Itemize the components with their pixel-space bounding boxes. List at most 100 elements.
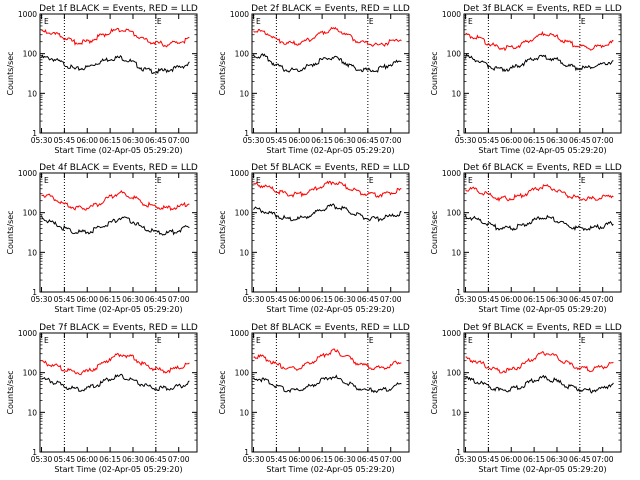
panel9-x-tick-label: 06:00 [500, 455, 522, 464]
panel8-x-tick-label: 06:45 [357, 455, 379, 464]
panel4-plot-frame [39, 172, 198, 293]
panel6-y-tick-label: 1000 [442, 169, 461, 178]
panel3-x-axis-label: Start Time (02-Apr-05 05:29:20) [478, 146, 606, 155]
panel5-y-tick-label: 10 [239, 248, 249, 257]
panel1-x-axis-label: Start Time (02-Apr-05 05:29:20) [54, 146, 182, 155]
panel6-x-tick-label: 06:15 [523, 295, 545, 304]
panel9-event-marker-label: E [468, 336, 473, 345]
panel1-x-tick-label: 05:45 [54, 136, 76, 145]
panel6-title: Det 6f BLACK = Events, RED = LLD [463, 163, 622, 173]
panel5-y-tick-label: 100 [235, 209, 250, 218]
panel5-plot-frame [251, 172, 410, 293]
panel2-y-tick-label: 100 [235, 50, 250, 59]
panel5-x-tick-label: 05:45 [266, 295, 288, 304]
panel8-plot-frame [251, 332, 410, 453]
panel1-y-axis-label: Counts/sec [6, 51, 15, 95]
panel8-x-tick-label: 07:00 [380, 455, 402, 464]
panel5-x-tick-label: 06:15 [311, 295, 333, 304]
panel7-title: Det 7f BLACK = Events, RED = LLD [39, 323, 198, 333]
panel5-x-tick-label: 06:45 [357, 295, 379, 304]
panel5-title: Det 5f BLACK = Events, RED = LLD [251, 163, 410, 173]
panel1-x-tick-label: 07:00 [168, 136, 190, 145]
panel6-x-tick-label: 06:45 [569, 295, 591, 304]
panel8-events-series-line [253, 374, 402, 394]
panel3-x-tick-label: 06:15 [523, 136, 545, 145]
panel1-plot-frame [39, 13, 198, 134]
panel9-events-series-line [465, 374, 614, 394]
panel3-title: Det 3f BLACK = Events, RED = LLD [463, 4, 622, 14]
panel2-x-tick-label: 05:30 [243, 136, 265, 145]
panel7-plot-frame [39, 332, 198, 453]
panel-4: Det 4f BLACK = Events, RED = LLD 1 10 100 10… [6, 163, 198, 314]
panel6-plot-frame [463, 172, 622, 293]
panel4-x-tick-label: 06:45 [145, 295, 167, 304]
panel3-x-tick-label: 06:45 [569, 136, 591, 145]
panel9-x-tick-label: 06:45 [569, 455, 591, 464]
panel8-x-tick-label: 06:00 [288, 455, 310, 464]
panel5-y-axis-label: Counts/sec [218, 210, 227, 254]
panel-5: Det 5f BLACK = Events, RED = LLD 1 10 100 10… [218, 163, 410, 314]
panel2-y-axis-label: Counts/sec [218, 51, 227, 95]
panel8-y-tick-label: 1 [244, 448, 249, 457]
panel7-y-tick-label: 1 [32, 448, 37, 457]
panel3-events-series-line [465, 53, 614, 73]
panel9-plot-frame [463, 332, 622, 453]
panel5-y-tick-label: 1000 [230, 169, 249, 178]
panel3-x-tick-label: 05:30 [455, 136, 477, 145]
panel7-events-series-line [41, 373, 190, 392]
panel1-y-tick-label: 1 [32, 129, 37, 138]
panel9-event-marker-label: E [581, 336, 586, 345]
panel7-y-tick-label: 100 [23, 369, 38, 378]
panel9-x-tick-label: 07:00 [592, 455, 614, 464]
panel7-lld-series-line [41, 352, 190, 376]
panel1-x-tick-label: 06:45 [145, 136, 167, 145]
panel1-lld-series-line [41, 27, 190, 48]
panel8-x-tick-label: 06:30 [334, 455, 356, 464]
panel3-y-tick-label: 1 [456, 129, 461, 138]
panel9-y-axis-label: Counts/sec [430, 370, 439, 414]
panel3-plot-frame [463, 13, 622, 134]
panel4-y-tick-label: 10 [27, 248, 37, 257]
panel2-x-tick-label: 06:00 [288, 136, 310, 145]
panel9-x-tick-label: 06:15 [523, 455, 545, 464]
panel3-y-axis-label: Counts/sec [430, 51, 439, 95]
panel4-x-tick-label: 06:15 [99, 295, 121, 304]
panel9-y-tick-label: 100 [447, 369, 462, 378]
panel7-x-axis-label: Start Time (02-Apr-05 05:29:20) [54, 465, 182, 474]
panel8-x-tick-label: 06:15 [311, 455, 333, 464]
panel-9: Det 9f BLACK = Events, RED = LLD 1 10 100 10… [430, 323, 622, 474]
panel1-x-tick-label: 06:30 [122, 136, 144, 145]
panel2-event-marker-label: E [369, 17, 374, 26]
panel8-y-tick-label: 100 [235, 369, 250, 378]
panel2-plot-frame [251, 13, 410, 134]
panel3-lld-series-line [465, 30, 614, 52]
panel8-x-tick-label: 05:45 [266, 455, 288, 464]
panel7-x-tick-label: 05:30 [31, 455, 53, 464]
panel2-event-marker-label: E [256, 17, 261, 26]
panel8-y-axis-label: Counts/sec [218, 370, 227, 414]
panel8-x-axis-label: Start Time (02-Apr-05 05:29:20) [266, 465, 394, 474]
panel4-x-tick-label: 06:00 [76, 295, 98, 304]
panel2-x-tick-label: 06:45 [357, 136, 379, 145]
panel9-x-tick-label: 06:30 [546, 455, 568, 464]
panel2-events-series-line [253, 53, 402, 73]
panel5-x-tick-label: 05:30 [243, 295, 265, 304]
panel1-title: Det 1f BLACK = Events, RED = LLD [39, 4, 198, 14]
panel2-title: Det 2f BLACK = Events, RED = LLD [251, 4, 410, 14]
panel1-events-series-line [41, 54, 190, 75]
panel4-y-axis-label: Counts/sec [6, 210, 15, 254]
panel4-x-tick-label: 05:45 [54, 295, 76, 304]
panel9-x-tick-label: 05:30 [455, 455, 477, 464]
panel8-lld-series-line [253, 348, 402, 372]
panel2-y-tick-label: 10 [239, 89, 249, 98]
panel7-y-tick-label: 1000 [18, 329, 37, 338]
panel3-y-tick-label: 100 [447, 50, 462, 59]
panel7-y-tick-label: 10 [27, 408, 37, 417]
panel6-event-marker-label: E [468, 176, 473, 185]
panel2-y-tick-label: 1 [244, 129, 249, 138]
panel1-y-tick-label: 100 [23, 50, 38, 59]
panel9-y-tick-label: 1 [456, 448, 461, 457]
panel3-event-marker-label: E [468, 17, 473, 26]
panel3-y-tick-label: 10 [451, 89, 461, 98]
